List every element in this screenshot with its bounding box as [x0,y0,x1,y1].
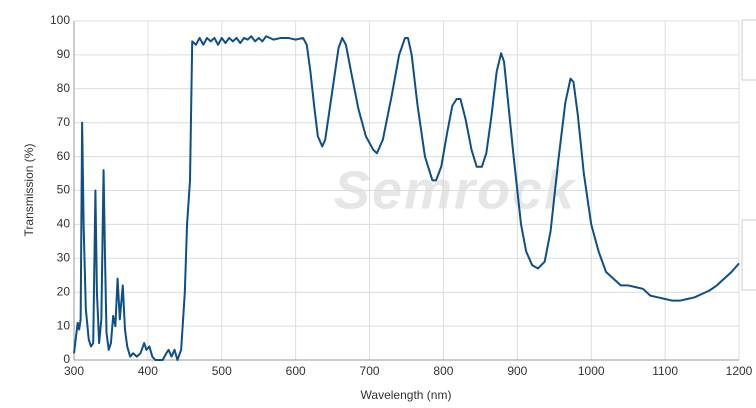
x-tick-label: 1200 [726,364,753,378]
y-axis-title: Transmission (%) [22,144,36,237]
x-tick-label: 300 [64,364,84,378]
y-tick-label: 40 [57,217,71,231]
y-tick-label: 90 [57,47,71,61]
x-tick-label: 900 [507,364,527,378]
x-tick-label: 800 [433,364,453,378]
y-tick-label: 50 [57,183,71,197]
x-tick-label: 500 [212,364,232,378]
x-tick-label: 1000 [578,364,605,378]
y-tick-label: 100 [50,13,70,27]
data-line [73,35,740,361]
x-tick-label: 400 [138,364,158,378]
x-tick-label: 700 [360,364,380,378]
y-tick-label: 0 [63,352,70,366]
side-panel [741,219,756,291]
side-panel [741,19,756,81]
x-axis-title: Wavelength (nm) [361,388,452,402]
y-tick-label: 60 [57,149,71,163]
x-tick-label: 600 [286,364,306,378]
y-tick-label: 80 [57,81,71,95]
y-tick-label: 30 [57,250,71,264]
y-tick-label: 20 [57,284,71,298]
y-tick-label: 70 [57,115,71,129]
y-tick-label: 10 [57,318,71,332]
x-tick-label: 1100 [652,364,678,378]
